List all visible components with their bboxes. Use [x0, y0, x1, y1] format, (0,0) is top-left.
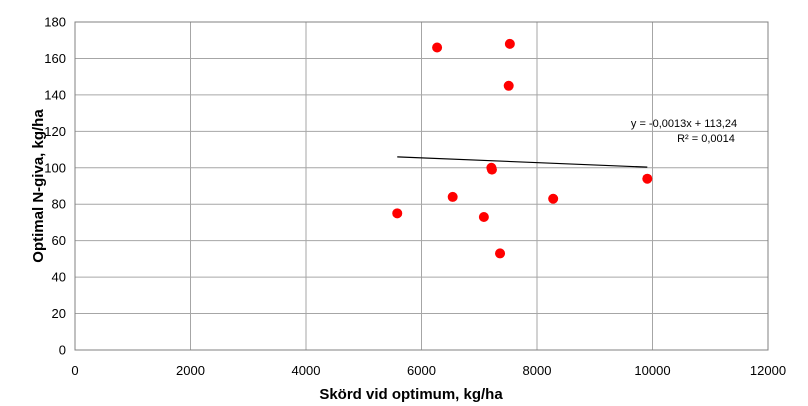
y-tick-label: 60	[52, 233, 66, 248]
y-tick-label: 180	[44, 15, 66, 30]
data-point	[642, 173, 653, 184]
data-point	[504, 38, 515, 49]
y-tick-label: 20	[52, 306, 66, 321]
data-point	[503, 80, 514, 91]
y-tick-label: 40	[52, 270, 66, 285]
data-point	[392, 208, 403, 219]
x-tick-label: 10000	[634, 363, 670, 378]
x-tick-label: 8000	[523, 363, 552, 378]
x-axis-title: Skörd vid optimum, kg/ha	[319, 386, 503, 403]
data-point	[447, 191, 458, 202]
x-tick-label: 6000	[407, 363, 436, 378]
data-points	[392, 38, 653, 259]
plot-area-frame	[74, 21, 769, 351]
y-axis-title: Optimal N-giva, kg/ha	[30, 109, 47, 263]
trendline-r-squared: R² = 0,0014	[677, 133, 735, 145]
x-tick-label: 12000	[750, 363, 786, 378]
x-tick-label: 2000	[176, 363, 205, 378]
y-tick-label: 0	[59, 343, 66, 358]
trendline-equation: y = -0,0013x + 113,24	[631, 118, 737, 130]
x-tick-labels: 0 2000 4000 6000 8000 10000 12000	[71, 363, 786, 378]
y-tick-label: 120	[44, 124, 66, 139]
data-point	[432, 42, 443, 53]
y-tick-labels: 0 20 40 60 80 100 120 140 160 180	[44, 15, 66, 358]
y-tick-label: 160	[44, 51, 66, 66]
y-tick-label: 80	[52, 197, 66, 212]
y-tick-label: 140	[44, 87, 66, 102]
data-point	[548, 193, 559, 204]
data-point	[486, 164, 497, 175]
data-point	[495, 248, 506, 259]
trendline	[397, 156, 648, 168]
x-tick-label: 0	[71, 363, 78, 378]
y-tick-label: 100	[44, 160, 66, 175]
x-tick-label: 4000	[292, 363, 321, 378]
grid-lines	[74, 21, 769, 351]
data-point	[478, 211, 489, 222]
